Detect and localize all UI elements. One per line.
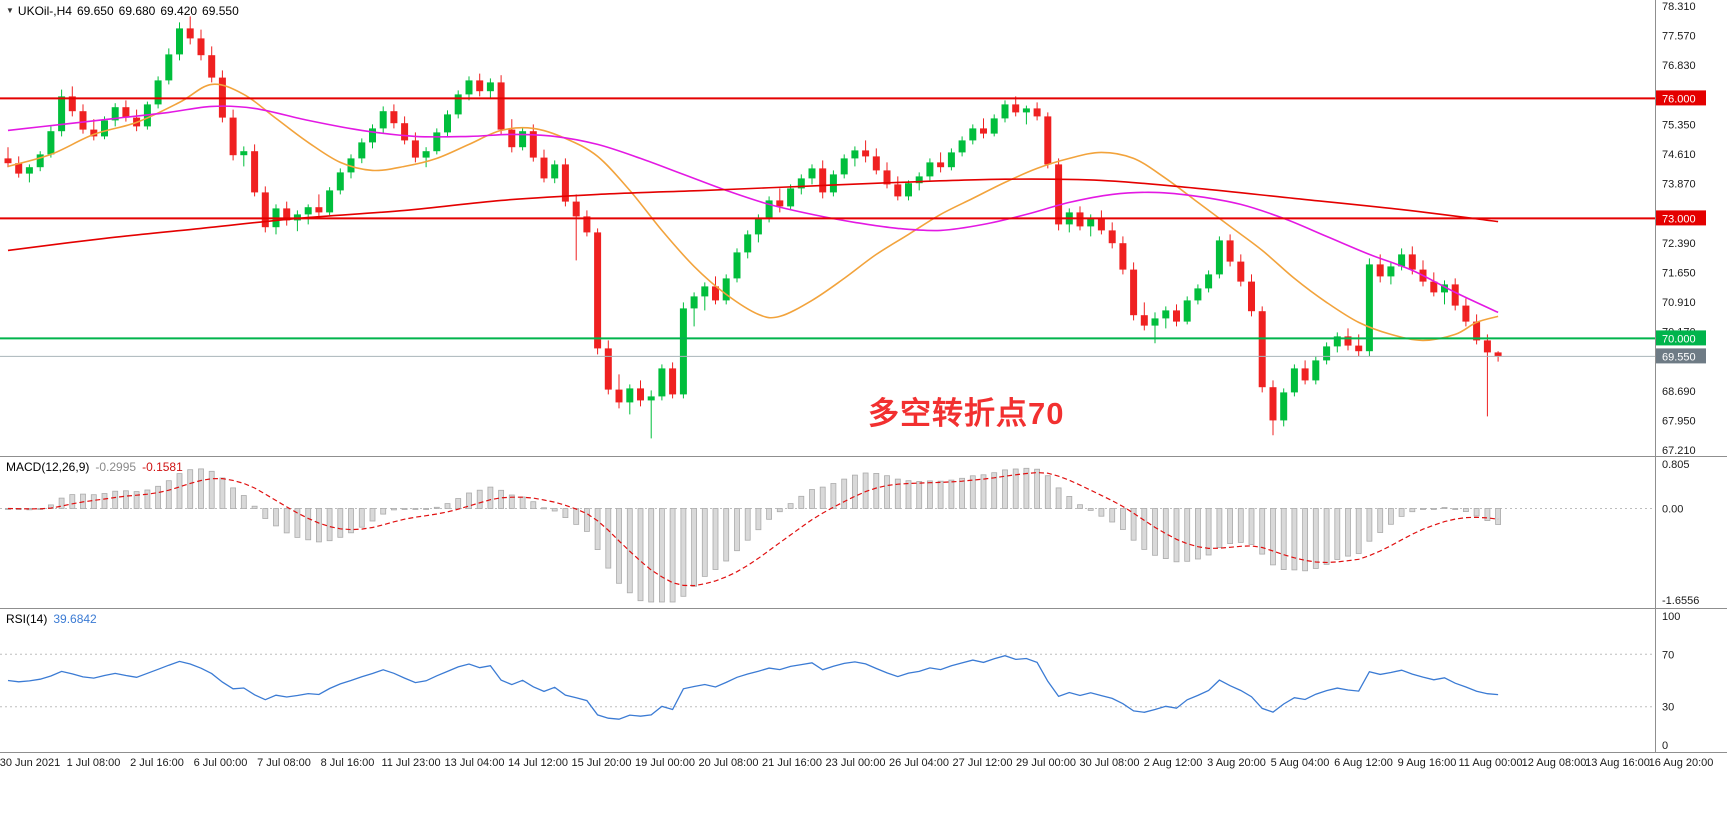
price-tick-label: 71.650 bbox=[1662, 267, 1696, 279]
time-axis-label: 1 Jul 08:00 bbox=[66, 757, 121, 769]
price-badge-69.550: 69.550 bbox=[1656, 348, 1706, 364]
macd-histogram bbox=[5, 467, 1501, 603]
svg-text:0: 0 bbox=[1662, 740, 1668, 752]
time-axis-label: 16 Aug 20:00 bbox=[1648, 757, 1714, 769]
time-axis[interactable]: 30 Jun 2021 1 Jul 08:00 2 Jul 16:00 6 Jul 0… bbox=[0, 753, 1727, 777]
macd-panel[interactable]: 0.805 0.00 -1.6556 MACD(12,26,9) -0.2995 -0.… bbox=[0, 457, 1727, 609]
price-tick-label: 70.910 bbox=[1662, 297, 1696, 309]
time-axis-label: 13 Aug 16:00 bbox=[1585, 757, 1650, 769]
svg-text:0.00: 0.00 bbox=[1662, 504, 1683, 516]
macd-label-row: MACD(12,26,9) -0.2995 -0.1581 bbox=[6, 460, 189, 474]
price-tick-label: 72.390 bbox=[1662, 238, 1696, 250]
time-axis-label: 6 Aug 12:00 bbox=[1334, 757, 1393, 769]
rsi-canvas[interactable]: 100 70 30 0 bbox=[0, 609, 1727, 752]
price-tick-label: 74.610 bbox=[1662, 149, 1696, 161]
time-axis-label: 3 Aug 20:00 bbox=[1207, 757, 1266, 769]
price-tick-label: 68.690 bbox=[1662, 386, 1696, 398]
svg-text:70.000: 70.000 bbox=[1662, 333, 1696, 345]
time-axis-label: 2 Aug 12:00 bbox=[1143, 757, 1203, 769]
rsi-indicator-label: RSI(14) bbox=[6, 612, 48, 626]
svg-text:-1.6556: -1.6556 bbox=[1662, 595, 1699, 607]
time-axis-label: 14 Jul 12:00 bbox=[508, 757, 568, 769]
quote-low: 69.420 bbox=[160, 4, 198, 18]
main-chart-panel[interactable]: 78.310 77.570 76.830 75.350 74.610 73.870 72.3… bbox=[0, 0, 1727, 457]
time-axis-label: 15 Jul 20:00 bbox=[571, 757, 632, 769]
price-chart-canvas[interactable]: 78.310 77.570 76.830 75.350 74.610 73.870 72.3… bbox=[0, 0, 1727, 456]
symbol-info: ▼ UKOil-,H4 69.650 69.680 69.420 69.550 bbox=[6, 4, 244, 18]
collapse-arrow-icon[interactable]: ▼ bbox=[6, 6, 14, 15]
quote-close: 69.550 bbox=[202, 4, 239, 18]
macd-indicator-label: MACD(12,26,9) bbox=[6, 460, 90, 474]
quote-high: 69.680 bbox=[118, 4, 156, 18]
svg-text:76.000: 76.000 bbox=[1662, 93, 1696, 105]
rsi-panel[interactable]: 100 70 30 0 RSI(14) 39.6842 bbox=[0, 609, 1727, 753]
macd-scale-labels: 0.805 0.00 -1.6556 bbox=[1662, 459, 1699, 607]
time-axis-label: 8 Jul 16:00 bbox=[320, 757, 375, 769]
rsi-label-row: RSI(14) 39.6842 bbox=[6, 612, 103, 626]
price-tick-label: 67.950 bbox=[1662, 415, 1696, 427]
svg-text:69.550: 69.550 bbox=[1662, 351, 1696, 363]
price-tick-label: 75.350 bbox=[1662, 119, 1696, 131]
price-tick-label: 67.210 bbox=[1662, 445, 1696, 456]
time-axis-label: 23 Jul 00:00 bbox=[825, 757, 886, 769]
price-badge-73.000: 73.000 bbox=[1656, 210, 1706, 226]
time-axis-label: 20 Jul 08:00 bbox=[698, 757, 759, 769]
svg-text:0.805: 0.805 bbox=[1662, 459, 1690, 471]
candles-layer bbox=[4, 16, 1502, 439]
svg-text:30: 30 bbox=[1662, 702, 1674, 714]
quote-open: 69.650 bbox=[76, 4, 114, 18]
time-axis-label: 2 Jul 16:00 bbox=[130, 757, 184, 769]
time-axis-label: 6 Jul 00:00 bbox=[193, 757, 248, 769]
price-tick-label: 78.310 bbox=[1662, 1, 1696, 13]
time-axis-label: 5 Aug 04:00 bbox=[1270, 757, 1330, 769]
svg-text:100: 100 bbox=[1662, 611, 1680, 623]
time-axis-label: 30 Jul 08:00 bbox=[1079, 757, 1140, 769]
svg-text:73.000: 73.000 bbox=[1662, 213, 1696, 225]
macd-canvas[interactable]: 0.805 0.00 -1.6556 bbox=[0, 457, 1727, 608]
price-tick-label: 77.570 bbox=[1662, 31, 1696, 43]
time-axis-label: 7 Jul 08:00 bbox=[257, 757, 311, 769]
time-axis-label: 30 Jun 2021 bbox=[0, 757, 61, 769]
horizontal-lines-layer[interactable] bbox=[0, 97, 1655, 357]
time-axis-label: 12 Aug 08:00 bbox=[1521, 757, 1587, 769]
time-axis-label: 19 Jul 00:00 bbox=[635, 757, 695, 769]
price-tick-label: 76.830 bbox=[1662, 60, 1696, 72]
rsi-line bbox=[7, 655, 1499, 720]
macd-signal-value: -0.1581 bbox=[142, 460, 183, 474]
ma-mid-magenta-line bbox=[7, 105, 1499, 314]
ma-slow-red-line bbox=[7, 178, 1499, 252]
time-axis-label: 13 Jul 04:00 bbox=[444, 757, 505, 769]
price-badge-76.000: 76.000 bbox=[1656, 90, 1706, 106]
rsi-scale-labels: 100 70 30 0 bbox=[1662, 611, 1680, 752]
rsi-value: 39.6842 bbox=[53, 612, 97, 626]
time-axis-label: 11 Jul 23:00 bbox=[381, 757, 441, 769]
macd-main-value: -0.2995 bbox=[95, 460, 137, 474]
time-axis-label: 21 Jul 16:00 bbox=[762, 757, 822, 769]
macd-signal-line bbox=[7, 471, 1499, 587]
time-axis-label: 9 Aug 16:00 bbox=[1397, 757, 1457, 769]
price-badge-70.000: 70.000 bbox=[1656, 330, 1706, 346]
time-axis-label: 27 Jul 12:00 bbox=[952, 757, 1013, 769]
price-scale-labels: 78.310 77.570 76.830 75.350 74.610 73.870 72.3… bbox=[1662, 1, 1696, 456]
svg-text:70: 70 bbox=[1662, 649, 1674, 661]
ma-fast-orange-line bbox=[7, 83, 1499, 342]
pivot-annotation-text[interactable]: 多空转折点70 bbox=[868, 396, 1065, 431]
price-tick-label: 73.870 bbox=[1662, 179, 1696, 191]
time-axis-label: 26 Jul 04:00 bbox=[889, 757, 949, 769]
symbol-period-label: UKOil-,H4 bbox=[17, 4, 72, 18]
time-axis-label: 29 Jul 00:00 bbox=[1016, 757, 1076, 769]
time-axis-label: 11 Aug 00:00 bbox=[1458, 757, 1523, 769]
